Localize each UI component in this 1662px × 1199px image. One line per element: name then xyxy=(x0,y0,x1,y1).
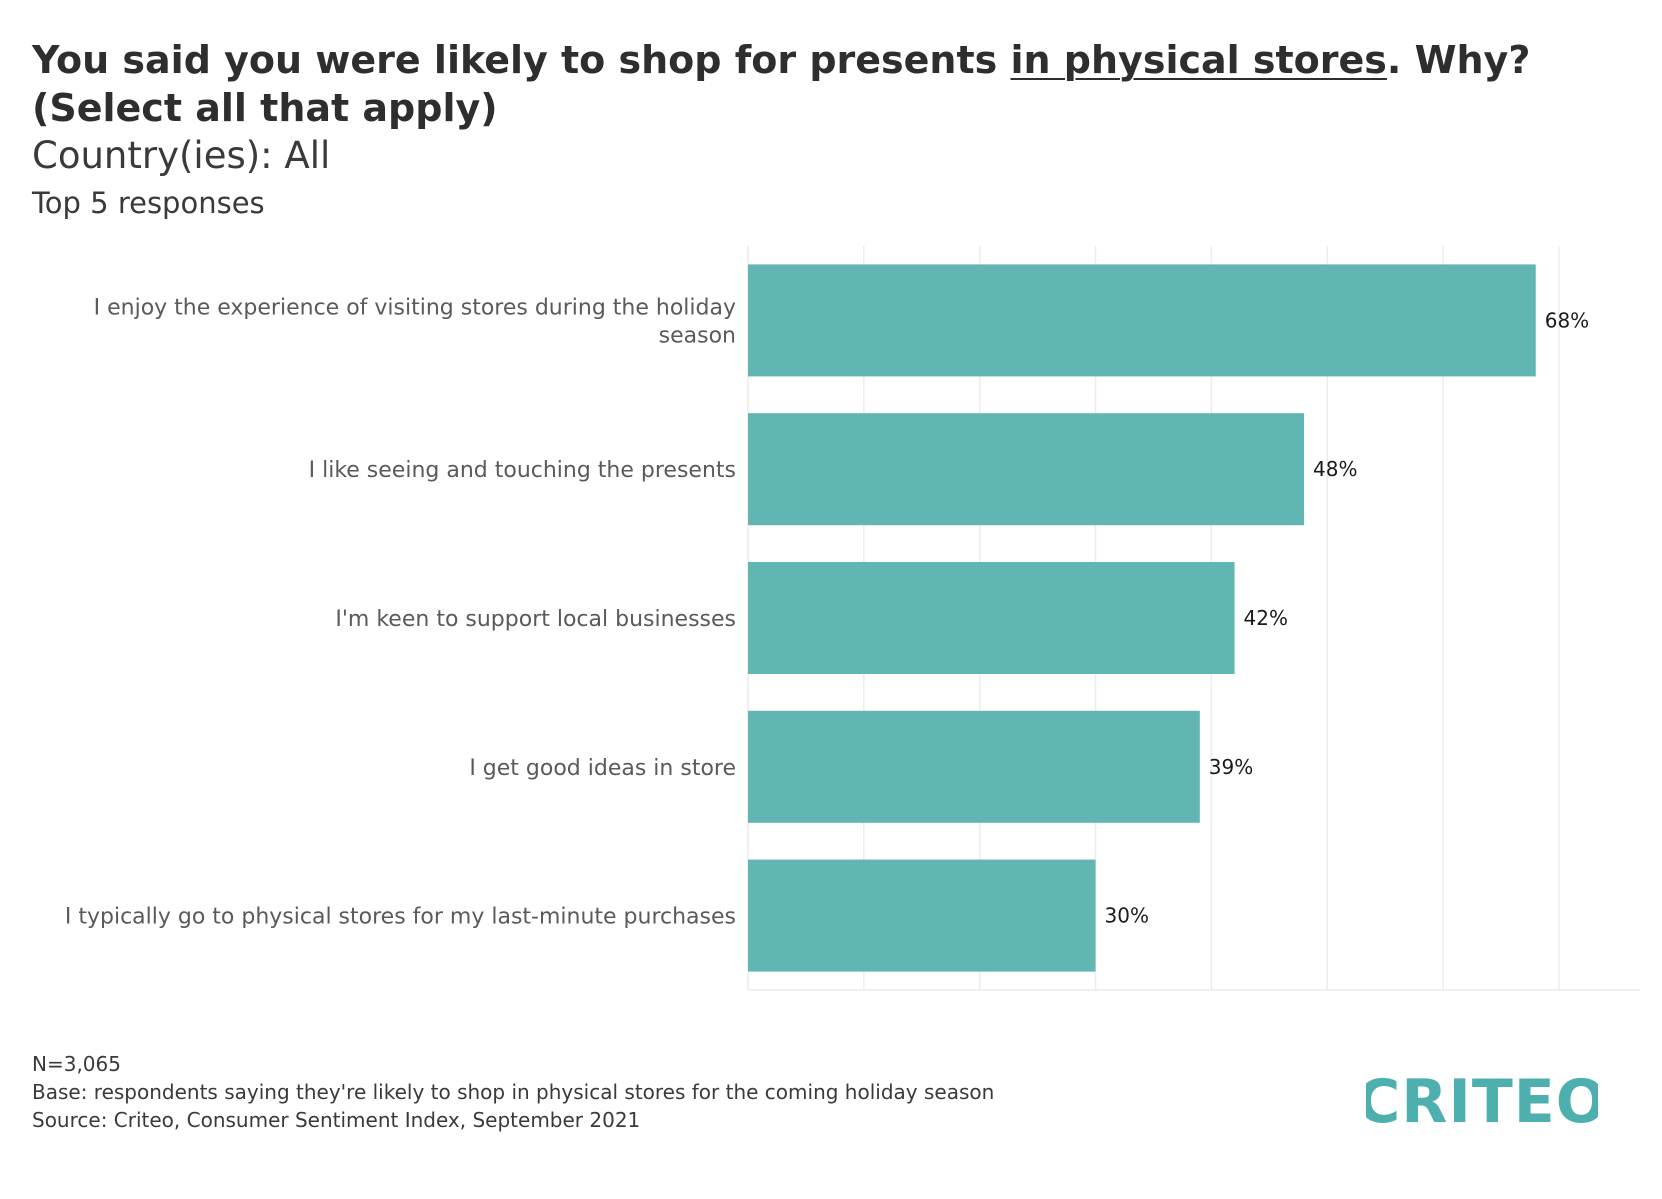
chart-footer: N=3,065 Base: respondents saying they're… xyxy=(32,1050,994,1134)
chart-subtitle: Country(ies): All xyxy=(32,134,331,177)
bar xyxy=(748,264,1536,377)
value-label: 48% xyxy=(1313,457,1357,481)
bar xyxy=(748,859,1096,972)
base-note: Base: respondents saying they're likely … xyxy=(32,1080,995,1104)
bar xyxy=(748,562,1235,674)
category-label-line: I like seeing and touching the presents xyxy=(309,458,736,483)
chart-bars xyxy=(748,264,1536,972)
title-text-start: You said you were likely to shop for pre… xyxy=(32,38,1011,82)
category-label: I enjoy the experience of visiting store… xyxy=(94,295,736,348)
category-label-line: I get good ideas in store xyxy=(469,756,736,781)
title-underlined-text: in physical stores xyxy=(1010,38,1387,82)
category-label-line: season xyxy=(659,323,736,348)
value-label: 39% xyxy=(1209,755,1253,779)
value-label: 30% xyxy=(1105,904,1149,928)
chart-title: You said you were likely to shop for pre… xyxy=(32,36,1642,132)
criteo-logo: CRITEO xyxy=(1366,1067,1598,1134)
category-label: I'm keen to support local businesses xyxy=(335,607,736,632)
category-label-line: I'm keen to support local businesses xyxy=(335,607,736,632)
category-label: I get good ideas in store xyxy=(469,756,736,781)
criteo-logo-text: CRITEO xyxy=(1366,1067,1598,1134)
bar xyxy=(748,710,1200,823)
category-labels: I enjoy the experience of visiting store… xyxy=(65,295,736,929)
value-labels: 68% 48% 42% 39% 30% xyxy=(1105,308,1590,927)
bar xyxy=(748,413,1305,526)
category-label: I like seeing and touching the presents xyxy=(309,458,736,483)
chart-subtitle-secondary: Top 5 responses xyxy=(32,186,265,220)
category-label-line: I enjoy the experience of visiting store… xyxy=(94,295,736,320)
bar-chart: I enjoy the experience of visiting store… xyxy=(65,246,1640,991)
category-label-line: I typically go to physical stores for my… xyxy=(65,905,736,930)
value-label: 68% xyxy=(1545,308,1589,332)
source-note: Source: Criteo, Consumer Sentiment Index… xyxy=(32,1108,641,1132)
category-label: I typically go to physical stores for my… xyxy=(65,905,736,930)
title-text-end: . Why? (Select all that apply) xyxy=(32,38,1531,130)
value-label: 42% xyxy=(1244,606,1288,630)
sample-size-note: N=3,065 xyxy=(32,1052,121,1076)
